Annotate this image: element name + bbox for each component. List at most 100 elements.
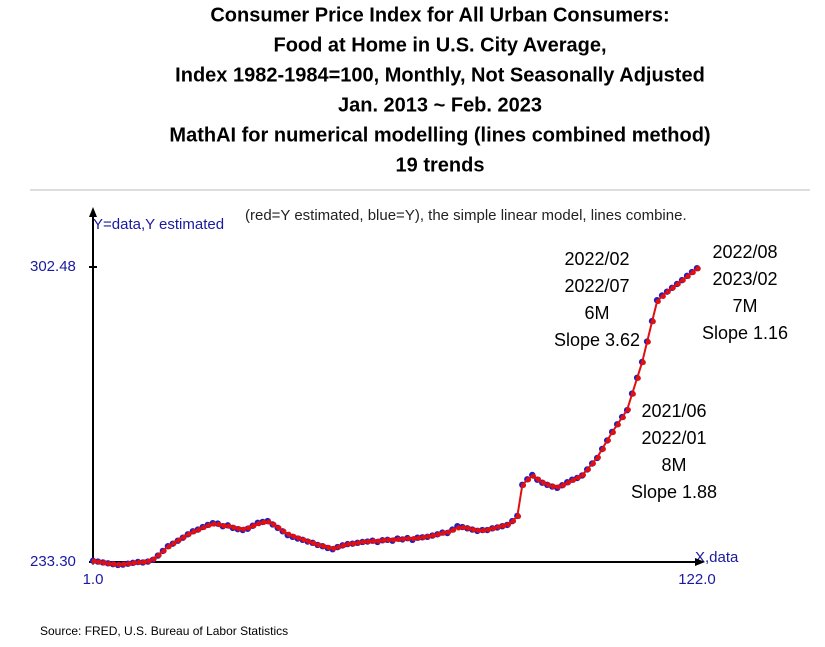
annotation: 6M [584, 303, 609, 323]
estimated-point [690, 269, 696, 276]
estimated-point [251, 523, 257, 529]
annotation: 2022/01 [641, 428, 706, 448]
annotation: Slope 1.16 [702, 323, 788, 343]
estimated-point [171, 540, 177, 546]
estimated-point [555, 484, 562, 490]
estimated-point [266, 519, 272, 525]
estimated-point [191, 529, 197, 535]
estimated-point [361, 539, 367, 545]
estimated-point [535, 476, 542, 482]
estimated-point [256, 521, 262, 527]
estimated-point [640, 359, 646, 366]
estimated-point [416, 535, 422, 541]
annotation: 2023/02 [712, 269, 777, 289]
x-axis-label: X,data [695, 549, 739, 566]
estimated-point [650, 318, 656, 325]
estimated-point [241, 526, 247, 532]
estimated-point [610, 429, 616, 435]
estimated-point [316, 542, 322, 548]
estimated-point [101, 560, 107, 566]
estimated-point [111, 561, 117, 567]
estimated-point [306, 538, 312, 545]
estimated-point [665, 289, 671, 295]
estimated-point [126, 561, 132, 567]
estimated-point [301, 537, 307, 543]
estimated-point [196, 526, 202, 533]
estimated-point [386, 537, 392, 543]
estimated-point [585, 466, 591, 473]
estimated-point [441, 530, 447, 536]
estimated-point [271, 521, 277, 528]
y-tick-label: 233.30 [30, 553, 76, 570]
estimated-point [401, 536, 407, 542]
estimated-point [281, 528, 287, 534]
estimated-point [296, 535, 302, 541]
estimated-point [465, 525, 472, 531]
estimated-point [346, 541, 352, 547]
estimated-point [366, 538, 372, 545]
estimated-point [121, 561, 127, 567]
estimated-point [176, 537, 182, 543]
estimated-point [495, 524, 502, 530]
estimated-point [570, 477, 577, 483]
estimated-point [216, 521, 222, 528]
estimated-point [381, 537, 387, 543]
estimated-point [685, 273, 691, 279]
estimated-point [156, 552, 162, 558]
estimated-point [206, 522, 212, 528]
estimated-point [351, 541, 357, 547]
estimated-point [336, 544, 342, 550]
estimated-point [675, 281, 681, 287]
estimated-point [580, 472, 586, 478]
estimated-point [436, 531, 442, 537]
x-tick-label: 122.0 [678, 571, 716, 588]
estimated-point [396, 536, 402, 542]
estimated-point [91, 558, 97, 564]
estimated-point [505, 521, 512, 528]
estimated-point [276, 525, 282, 531]
estimated-point [455, 525, 462, 531]
estimated-point [605, 437, 611, 444]
estimated-point [136, 559, 142, 566]
title-line: Jan. 2013 ~ Feb. 2023 [338, 94, 542, 116]
estimated-point [201, 524, 207, 531]
estimated-point [326, 544, 332, 551]
estimated-point [575, 474, 581, 481]
estimated-point [406, 535, 412, 542]
estimated-point [131, 560, 137, 566]
estimated-point [446, 529, 452, 535]
estimated-point [376, 538, 382, 544]
annotation: 8M [661, 455, 686, 475]
estimated-point [545, 482, 552, 488]
estimated-point [231, 524, 237, 531]
estimated-point [236, 526, 242, 532]
estimated-point [485, 526, 492, 533]
annotation: 2022/07 [564, 276, 629, 296]
annotation: Slope 3.62 [554, 330, 640, 350]
estimated-point [96, 559, 102, 565]
estimated-point [146, 558, 152, 564]
estimated-point [221, 523, 227, 529]
y-tick-label: 302.48 [30, 258, 76, 275]
estimated-point [331, 545, 337, 551]
estimated-point [460, 524, 467, 531]
estimated-point [151, 556, 157, 562]
estimated-point [635, 375, 641, 381]
estimated-point [620, 414, 626, 421]
y-arrow [89, 207, 97, 217]
estimated-point [645, 339, 651, 345]
title-line: Index 1982-1984=100, Monthly, Not Season… [175, 64, 705, 86]
estimated-point [480, 527, 487, 534]
estimated-point [550, 483, 557, 490]
estimated-point [560, 482, 567, 488]
estimated-point [211, 521, 217, 527]
estimated-point [510, 518, 517, 524]
estimated-point [470, 526, 477, 533]
estimated-point [670, 285, 676, 291]
estimated-point [565, 480, 572, 486]
estimated-point [475, 527, 482, 534]
estimated-point [660, 293, 666, 299]
estimated-point [490, 525, 497, 531]
estimated-point [391, 537, 397, 543]
